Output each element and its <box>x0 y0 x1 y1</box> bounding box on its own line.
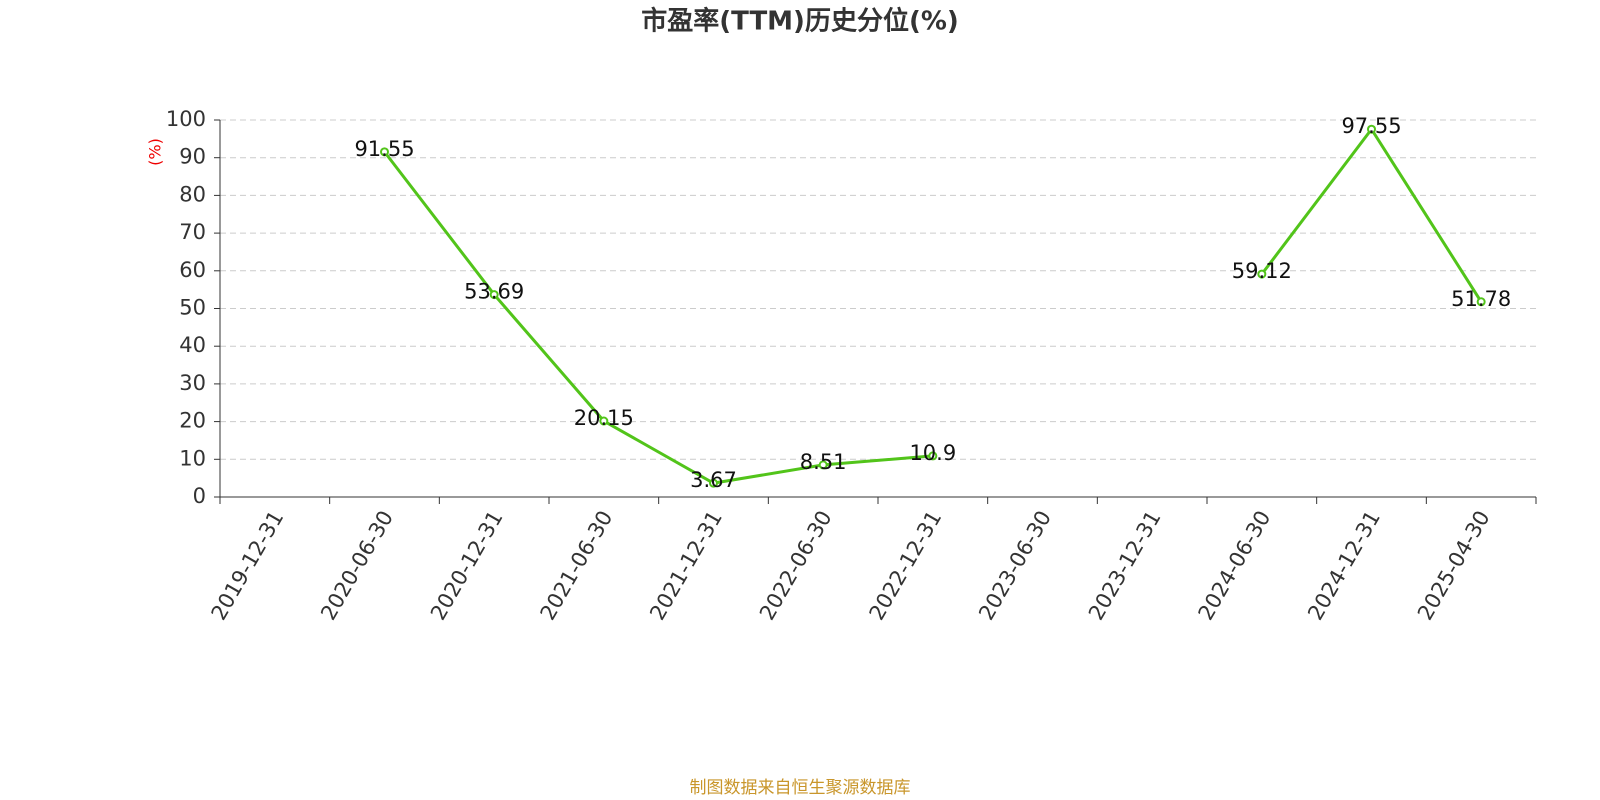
line <box>383 126 1483 485</box>
chart-title: 市盈率(TTM)历史分位(%) <box>641 6 959 37</box>
point <box>489 290 499 300</box>
point <box>1476 297 1486 307</box>
point <box>818 460 828 470</box>
point <box>1367 124 1376 134</box>
y-axis-label: (%) <box>146 138 165 166</box>
x-tick-label: 2023-06-30 <box>974 507 1056 625</box>
x-tick-label: 2021-06-30 <box>536 507 618 625</box>
source-note: 制图数据来自恒生聚源数据库 <box>690 778 911 798</box>
x-tick-label: 2020-06-30 <box>316 507 398 625</box>
y-tick-label: 30 <box>179 371 206 395</box>
x-tick-label: 2023-12-31 <box>1084 507 1166 625</box>
y-tick-label: 10 <box>179 446 206 470</box>
x-tick-label: 2024-12-31 <box>1303 507 1385 625</box>
data-label: 51.78 <box>1451 287 1511 311</box>
data-label: 3.67 <box>690 468 737 492</box>
y-tick-label: 100 <box>166 107 206 131</box>
x-tick-label: 2022-06-30 <box>755 507 837 625</box>
data-label: 97.55 <box>1341 114 1401 138</box>
y-tick-label: 0 <box>193 484 206 508</box>
x-tick-label: 2020-12-31 <box>426 507 508 625</box>
point <box>709 478 718 488</box>
point <box>599 416 609 426</box>
y-tick-label: 80 <box>179 182 206 206</box>
x-tick-label: 2024-06-30 <box>1194 507 1276 625</box>
data-label: 59.12 <box>1232 259 1292 283</box>
x-tick-label: 2019-12-31 <box>207 507 289 625</box>
y-tick-label: 70 <box>179 220 206 244</box>
x-tick-label: 2025-04-30 <box>1413 507 1495 625</box>
y-tick-label: 20 <box>179 409 206 433</box>
data-label: 10.9 <box>909 441 956 465</box>
y-tick-label: 60 <box>179 258 206 282</box>
point <box>380 147 389 157</box>
data-label: 20.15 <box>574 406 634 430</box>
data-label: 53.69 <box>464 280 524 304</box>
y-tick-label: 50 <box>179 296 206 320</box>
x-tick-label: 2021-12-31 <box>645 507 727 625</box>
y-tick-label: 90 <box>179 145 206 169</box>
point <box>928 451 938 461</box>
data-label: 8.51 <box>800 450 847 474</box>
data-label: 91.55 <box>354 137 414 161</box>
point <box>1257 269 1267 279</box>
y-tick-label: 40 <box>179 333 206 357</box>
x-tick-label: 2022-12-31 <box>865 507 947 625</box>
